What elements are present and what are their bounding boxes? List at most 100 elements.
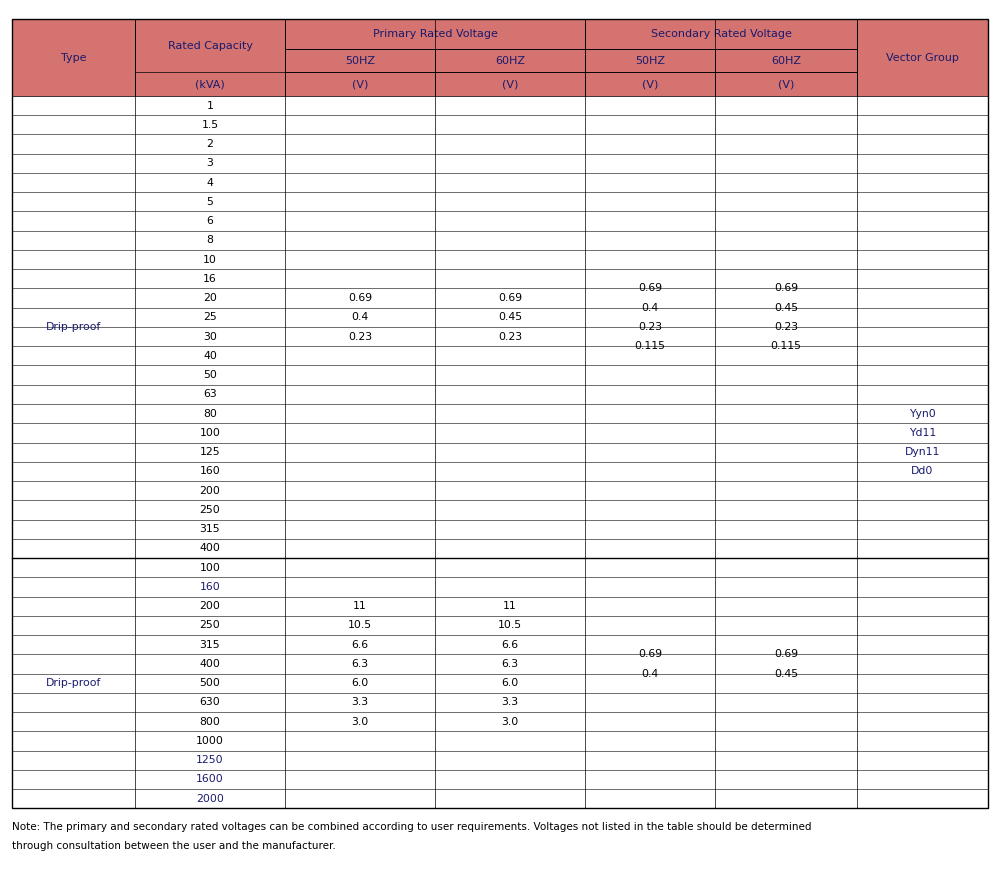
Text: 0.23: 0.23 [348, 331, 372, 342]
Text: 50HZ: 50HZ [345, 56, 375, 65]
Text: 0.23: 0.23 [774, 322, 798, 332]
Text: 315: 315 [200, 640, 220, 650]
Text: Yyn0: Yyn0 [909, 409, 936, 419]
Text: 6: 6 [207, 216, 213, 226]
Bar [12, 289, 988, 308]
Text: 63: 63 [203, 390, 217, 399]
Text: 25: 25 [203, 312, 217, 323]
Bar [585, 72, 715, 96]
Text: 3.0: 3.0 [501, 717, 519, 726]
Text: 0.115: 0.115 [634, 341, 665, 351]
Text: (kVA): (kVA) [195, 79, 225, 89]
Text: 250: 250 [200, 620, 220, 630]
Text: 0.69: 0.69 [774, 650, 798, 659]
Bar [12, 732, 988, 751]
Text: 1.5: 1.5 [201, 119, 219, 130]
Text: 50HZ: 50HZ [635, 56, 665, 65]
Bar [435, 49, 585, 72]
Bar [12, 173, 988, 192]
Bar [12, 539, 988, 558]
Bar [12, 346, 988, 365]
Text: 0.69: 0.69 [774, 283, 798, 294]
Text: 160: 160 [200, 467, 220, 476]
Bar [12, 558, 988, 577]
Text: 200: 200 [200, 486, 220, 495]
Text: 100: 100 [200, 428, 220, 438]
Text: Note: The primary and secondary rated voltages can be combined according to user: Note: The primary and secondary rated vo… [12, 821, 812, 832]
Text: (V): (V) [778, 79, 794, 89]
Text: Drip-proof: Drip-proof [46, 678, 101, 688]
Bar [12, 673, 988, 693]
Bar [12, 134, 988, 153]
Text: 0.4: 0.4 [351, 312, 369, 323]
Bar [12, 520, 988, 539]
Text: 200: 200 [200, 601, 220, 611]
Bar [12, 269, 988, 289]
Bar [12, 365, 988, 385]
Bar [857, 19, 988, 96]
Text: 630: 630 [200, 698, 220, 707]
Text: 10.5: 10.5 [348, 620, 372, 630]
Text: 100: 100 [200, 562, 220, 573]
Text: (V): (V) [642, 79, 658, 89]
Text: Drip-proof: Drip-proof [46, 322, 101, 332]
Bar [12, 635, 988, 654]
Text: 16: 16 [203, 274, 217, 284]
Text: 3: 3 [207, 159, 213, 168]
Text: 1000: 1000 [196, 736, 224, 746]
Text: 6.0: 6.0 [501, 678, 519, 688]
Text: Vector Group: Vector Group [886, 52, 959, 63]
Bar [12, 423, 988, 442]
Bar [12, 751, 988, 770]
Text: 8: 8 [207, 235, 213, 245]
Text: 50: 50 [203, 370, 217, 380]
Bar [12, 789, 988, 808]
Text: Dd0: Dd0 [911, 467, 934, 476]
Text: 0.69: 0.69 [348, 293, 372, 303]
Bar [12, 250, 988, 269]
Bar [715, 49, 857, 72]
Bar [12, 462, 988, 481]
Text: 315: 315 [200, 524, 220, 535]
Bar [285, 72, 435, 96]
Text: Dyn11: Dyn11 [905, 447, 940, 457]
Text: 0.69: 0.69 [498, 293, 522, 303]
Text: Yd11: Yd11 [909, 428, 936, 438]
Text: Secondary Rated Voltage: Secondary Rated Voltage [651, 29, 791, 39]
Text: 250: 250 [200, 505, 220, 514]
Text: 0.4: 0.4 [641, 669, 659, 678]
Text: Primary Rated Voltage: Primary Rated Voltage [373, 29, 497, 39]
Bar [12, 596, 988, 616]
Bar [285, 49, 435, 72]
Text: 6.6: 6.6 [501, 640, 519, 650]
Text: 0.45: 0.45 [774, 303, 798, 313]
Bar [135, 19, 285, 96]
Text: 0.45: 0.45 [774, 669, 798, 678]
Text: 3.3: 3.3 [501, 698, 519, 707]
Text: 60HZ: 60HZ [771, 56, 801, 65]
Text: 400: 400 [200, 543, 220, 554]
Text: 6.3: 6.3 [501, 659, 519, 669]
Bar [12, 404, 988, 423]
Bar [12, 231, 988, 250]
Text: 2: 2 [207, 139, 213, 149]
Bar [12, 153, 988, 173]
Bar [12, 501, 988, 520]
Bar [12, 211, 988, 231]
Text: 10: 10 [203, 255, 217, 264]
Text: 1250: 1250 [196, 755, 224, 766]
Bar [585, 49, 715, 72]
Text: 0.69: 0.69 [638, 650, 662, 659]
Bar [12, 308, 988, 327]
Text: 0.23: 0.23 [638, 322, 662, 332]
Bar [12, 96, 988, 115]
Text: Rated Capacity: Rated Capacity [168, 41, 252, 51]
Text: 4: 4 [207, 178, 213, 187]
Text: through consultation between the user and the manufacturer.: through consultation between the user an… [12, 841, 336, 851]
Text: 11: 11 [353, 601, 367, 611]
Text: 3.3: 3.3 [351, 698, 369, 707]
Text: 0.4: 0.4 [641, 303, 659, 313]
Text: 5: 5 [207, 197, 213, 207]
Bar [12, 19, 135, 96]
Text: 3.0: 3.0 [351, 717, 369, 726]
